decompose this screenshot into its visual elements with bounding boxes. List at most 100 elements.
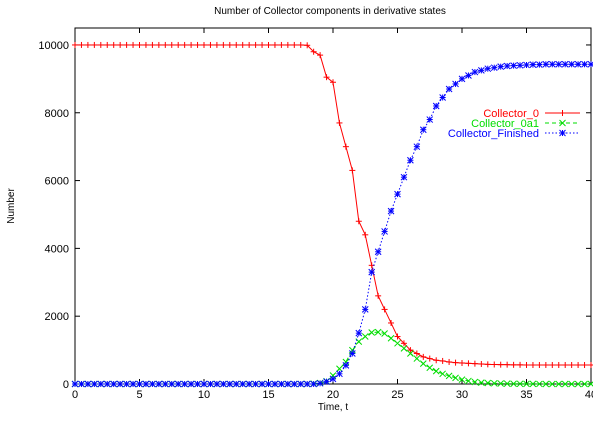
data-point-collector-finished: [232, 380, 240, 388]
axes: 0 5 10 15 20 25 30 35 40 0 2000 4000 6000 8000 10000: [38, 28, 593, 401]
data-point-collector-0: [426, 355, 433, 362]
data-point-collector-0: [355, 218, 362, 225]
data-point-collector-0a1: [587, 380, 593, 388]
data-point-collector-finished: [413, 143, 421, 151]
data-point-collector-0: [136, 41, 143, 48]
data-point-collector-0: [271, 41, 278, 48]
data-point-collector-finished: [542, 60, 550, 68]
data-point-collector-finished: [523, 61, 530, 69]
data-point-collector-0a1: [368, 329, 376, 336]
data-point-collector-finished: [168, 380, 176, 388]
data-point-collector-0: [465, 360, 472, 367]
data-point-collector-finished: [568, 60, 576, 68]
data-point-collector-0: [452, 359, 459, 366]
y-tick-label: 2000: [45, 311, 69, 323]
data-point-collector-finished: [284, 380, 292, 388]
data-point-collector-finished: [329, 375, 337, 383]
data-point-collector-finished: [439, 94, 447, 101]
data-point-collector-finished: [536, 61, 543, 68]
data-point-collector-finished: [213, 380, 221, 388]
data-point-collector-0: [491, 361, 498, 368]
data-point-collector-finished: [374, 248, 382, 256]
data-point-collector-finished: [142, 380, 150, 388]
legend-marker-collector-0: [559, 110, 566, 116]
data-point-collector-finished: [310, 380, 318, 388]
data-point-collector-0a1: [568, 380, 576, 388]
data-point-collector-0: [400, 340, 407, 347]
data-point-collector-0: [123, 41, 130, 48]
x-tick-label: 5: [136, 389, 142, 401]
data-point-collector-0: [188, 41, 195, 48]
data-point-collector-0a1: [413, 355, 421, 362]
data-point-collector-finished: [97, 380, 105, 388]
data-point-collector-finished: [471, 68, 479, 76]
data-point-collector-finished: [149, 380, 156, 388]
data-point-collector-0: [97, 41, 104, 48]
data-point-collector-0: [536, 362, 543, 369]
data-point-collector-0a1: [490, 379, 498, 387]
data-point-collector-finished: [503, 62, 511, 70]
data-point-collector-finished: [129, 380, 137, 388]
x-tick-label: 15: [262, 389, 274, 401]
data-point-collector-0: [575, 362, 582, 369]
data-point-collector-0: [484, 361, 491, 368]
x-tick-label: 30: [456, 389, 468, 401]
y-tick-label: 0: [63, 379, 69, 391]
data-point-collector-0: [181, 41, 188, 48]
data-point-collector-finished: [194, 380, 201, 388]
legend-label-collector-finished: Collector_Finished: [448, 128, 539, 140]
data-point-collector-0: [517, 361, 524, 368]
data-point-collector-0: [213, 41, 220, 48]
series-line-collector-0: [75, 44, 591, 366]
data-point-collector-0: [259, 41, 266, 48]
data-point-collector-finished: [90, 380, 98, 388]
data-point-collector-finished: [355, 329, 363, 337]
data-point-collector-0: [336, 119, 343, 126]
data-point-collector-finished: [587, 60, 593, 68]
data-point-collector-0a1: [381, 330, 388, 337]
data-point-collector-finished: [548, 60, 556, 68]
data-point-collector-finished: [136, 380, 143, 388]
data-point-collector-0: [330, 79, 336, 86]
data-point-collector-0a1: [439, 370, 447, 378]
data-point-collector-finished: [465, 72, 472, 79]
x-tick-label: 35: [520, 389, 532, 401]
legend-label-collector-0a1: Collector_0a1: [471, 118, 539, 130]
data-point-collector-0: [459, 359, 465, 366]
data-point-collector-0: [549, 362, 556, 369]
data-point-collector-0: [130, 41, 137, 48]
data-point-collector-0: [91, 41, 98, 48]
x-tick-label: 0: [72, 389, 78, 401]
data-point-collector-0: [381, 306, 388, 313]
data-point-collector-finished: [452, 80, 459, 88]
data-point-collector-0: [291, 41, 298, 48]
data-point-collector-finished: [361, 306, 369, 313]
data-point-collector-0: [175, 41, 182, 48]
data-point-collector-finished: [245, 380, 253, 388]
data-point-collector-finished: [426, 116, 434, 123]
data-point-collector-finished: [297, 380, 305, 388]
data-point-collector-0: [201, 41, 207, 48]
data-point-collector-0: [342, 143, 349, 150]
data-point-collector-finished: [252, 380, 259, 388]
data-point-collector-finished: [155, 380, 163, 388]
data-point-collector-0a1: [542, 380, 550, 388]
data-point-collector-finished: [574, 60, 582, 68]
data-point-collector-0a1: [574, 380, 582, 388]
data-point-collector-finished: [258, 380, 266, 388]
data-point-collector-finished: [174, 380, 182, 388]
data-point-collector-finished: [490, 64, 498, 72]
data-point-collector-0: [149, 41, 156, 48]
data-point-collector-finished: [303, 380, 311, 388]
x-tick-label: 10: [198, 389, 210, 401]
data-point-collector-finished: [342, 361, 350, 369]
data-point-collector-finished: [400, 173, 408, 181]
data-point-collector-finished: [103, 380, 111, 388]
data-point-collector-0: [349, 167, 356, 174]
data-point-collector-0: [588, 362, 593, 369]
data-point-collector-0: [168, 41, 175, 48]
data-point-collector-finished: [161, 380, 169, 388]
data-point-collector-finished: [239, 380, 247, 388]
data-point-collector-0: [529, 362, 536, 369]
